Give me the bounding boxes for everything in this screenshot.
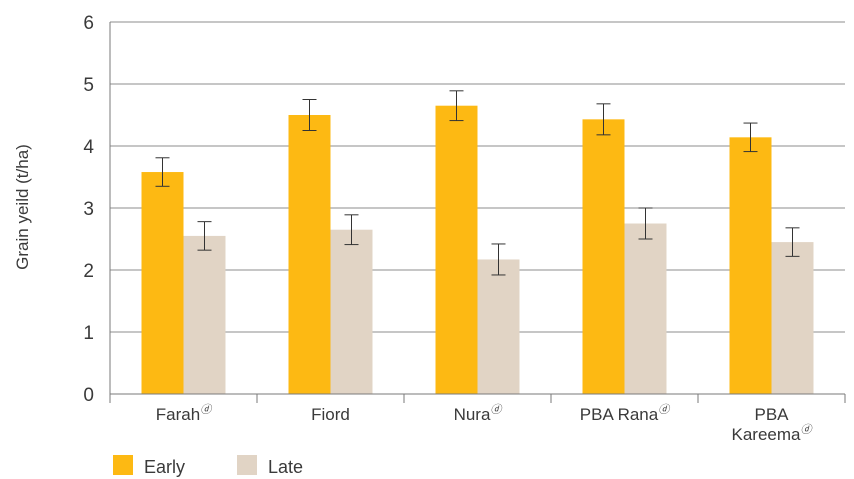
y-axis-title: Grain yeild (t/ha) [13,144,32,270]
bar-late-3 [624,223,667,394]
bars [141,105,814,394]
legend: Early Late [113,455,303,477]
bar-early-2 [435,105,478,394]
bar-late-1 [330,229,373,394]
bar-late-2 [477,259,520,394]
x-category-labels: Farahⓓ Fiord Nuraⓓ PBA Ranaⓓ PBA Kareemaⓓ [156,403,814,444]
x-category-label-1: Fiord [311,405,350,424]
legend-label-early: Early [144,457,185,477]
legend-swatch-late [237,455,257,475]
bar-early-4 [729,137,772,394]
y-tick-label-4: 4 [83,137,94,158]
axes [109,22,846,403]
y-tick-label-5: 5 [83,75,94,96]
y-tick-label-2: 2 [83,261,94,282]
error-bars [155,90,800,276]
x-category-label-2: Nuraⓓ [454,403,504,424]
x-category-label-0: Farahⓓ [156,403,213,424]
bar-early-0 [141,172,184,394]
bar-late-4 [771,242,814,394]
x-category-label-4: PBA Kareemaⓓ [732,405,814,444]
bar-late-0 [183,235,226,394]
y-tick-label-1: 1 [83,323,94,344]
bar-early-1 [288,115,331,394]
legend-label-late: Late [268,457,303,477]
legend-swatch-early [113,455,133,475]
y-tick-label-6: 6 [83,13,94,34]
y-tick-label-0: 0 [83,385,94,406]
y-tick-labels: 0 1 2 3 4 5 6 [83,13,94,406]
y-tick-label-3: 3 [83,199,94,220]
x-category-label-3: PBA Ranaⓓ [580,403,671,424]
bar-early-3 [582,119,625,394]
